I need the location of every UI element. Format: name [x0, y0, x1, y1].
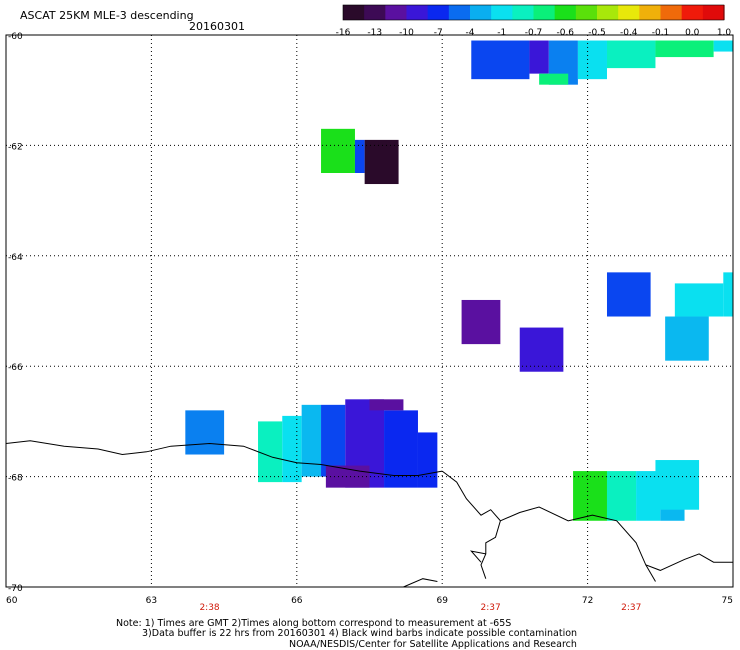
colorbar-swatch	[385, 5, 408, 20]
colorbar-label: -16	[336, 28, 351, 38]
colorbar-outline	[342, 4, 725, 21]
grid-lines	[6, 35, 733, 587]
x-tick-label: 60	[6, 596, 18, 606]
wind-cell	[384, 410, 418, 488]
note-line-2: 3)Data buffer is 22 hrs from 20160301 4)…	[142, 628, 577, 639]
wind-cell	[655, 40, 714, 58]
colorbar-swatch	[470, 5, 492, 20]
x-tick-label: 69	[436, 596, 448, 606]
colorbar-swatch	[343, 5, 365, 20]
time-labels: 2:38 2:37 2:37	[199, 603, 641, 613]
colorbar-label: -13	[367, 28, 382, 38]
coastline-segment	[403, 578, 438, 588]
y-tick-label: -68	[8, 474, 23, 484]
coastline-segment	[5, 440, 443, 476]
y-tick-label: -70	[8, 584, 23, 594]
wind-cell	[185, 410, 225, 455]
colorbar-swatch	[681, 5, 704, 20]
colorbar-label: -0.4	[620, 28, 638, 38]
coastline-segment	[645, 564, 656, 582]
colorbar-swatch	[427, 5, 450, 20]
colorbar-label: -0.1	[652, 28, 670, 38]
chart-title: ASCAT 25KM MLE-3 descending	[20, 9, 194, 22]
colorbar-swatch	[491, 5, 513, 20]
time-label: 2:38	[199, 603, 219, 613]
wind-cell	[674, 283, 724, 317]
wind-cell	[655, 460, 700, 510]
wind-cell	[301, 404, 322, 477]
wind-cell	[606, 40, 656, 69]
wind-cell	[282, 415, 302, 483]
wind-cell	[364, 139, 399, 185]
y-tick-label: -62	[8, 142, 23, 152]
wind-cell	[529, 40, 549, 74]
colorbar: -16 -13 -10 -7 -4 -1 -0.7 -0.6 -0.5 -0.4 -0.1 0.0 1.…	[336, 4, 732, 38]
chart-date: 20160301	[189, 20, 245, 33]
x-tick-label: 66	[291, 596, 303, 606]
colorbar-swatch	[660, 5, 683, 20]
colorbar-label: -0.7	[525, 28, 543, 38]
colorbar-swatch	[702, 5, 725, 20]
colorbar-swatch	[575, 5, 598, 20]
y-tick-label: -64	[8, 253, 23, 263]
colorbar-swatch	[618, 5, 640, 20]
wind-cells	[185, 40, 733, 521]
colorbar-label: 1.0	[717, 28, 732, 38]
wind-cell	[461, 299, 501, 345]
wind-cell	[577, 40, 607, 80]
wind-cell	[369, 399, 404, 411]
plot-frame	[5, 34, 734, 588]
y-tick-label: -60	[8, 32, 23, 42]
x-tick-labels: 60 63 66 69 72 75	[6, 596, 733, 606]
wind-cell	[713, 40, 733, 52]
colorbar-swatch	[533, 5, 556, 20]
wind-cell	[519, 327, 564, 372]
colorbar-label: -7	[434, 28, 443, 38]
colorbar-label: -4	[466, 28, 475, 38]
y-tick-label: -66	[8, 363, 23, 373]
time-label: 2:37	[621, 603, 641, 613]
coastline-segment	[469, 550, 486, 563]
wind-cell	[354, 139, 365, 173]
wind-cell	[539, 73, 569, 85]
colorbar-swatch	[406, 5, 429, 20]
wind-cell	[321, 404, 346, 477]
colorbar-label: -1	[497, 28, 506, 38]
wind-cell	[665, 316, 709, 361]
note-line-1: Note: 1) Times are GMT 2)Times along bot…	[116, 618, 511, 629]
colorbar-label: -0.6	[556, 28, 574, 38]
wind-cell	[258, 421, 283, 483]
note-line-3: NOAA/NESDIS/Center for Satellite Applica…	[289, 639, 577, 650]
wind-cell	[471, 40, 530, 80]
wind-cell	[573, 471, 607, 521]
colorbar-label: -0.5	[588, 28, 606, 38]
y-tick-labels: -60 -62 -64 -66 -68 -70	[8, 32, 23, 594]
colorbar-label: 0.0	[685, 28, 700, 38]
x-tick-label: 75	[722, 596, 733, 606]
wind-cell	[321, 128, 355, 173]
colorbar-label: -10	[399, 28, 414, 38]
coastline	[5, 440, 733, 588]
colorbar-swatch	[512, 5, 535, 20]
colorbar-swatch	[448, 5, 471, 20]
x-tick-label: 63	[146, 596, 157, 606]
wind-cell	[417, 432, 438, 488]
colorbar-swatch	[639, 5, 662, 20]
x-tick-label: 72	[582, 596, 593, 606]
colorbar-swatch	[597, 5, 619, 20]
wind-cell	[606, 471, 637, 521]
time-label: 2:37	[481, 603, 501, 613]
colorbar-swatch	[364, 5, 386, 20]
coastline-segment	[500, 506, 733, 571]
wind-cell	[606, 272, 651, 317]
colorbar-swatch	[554, 5, 577, 20]
wind-cell	[723, 272, 733, 317]
